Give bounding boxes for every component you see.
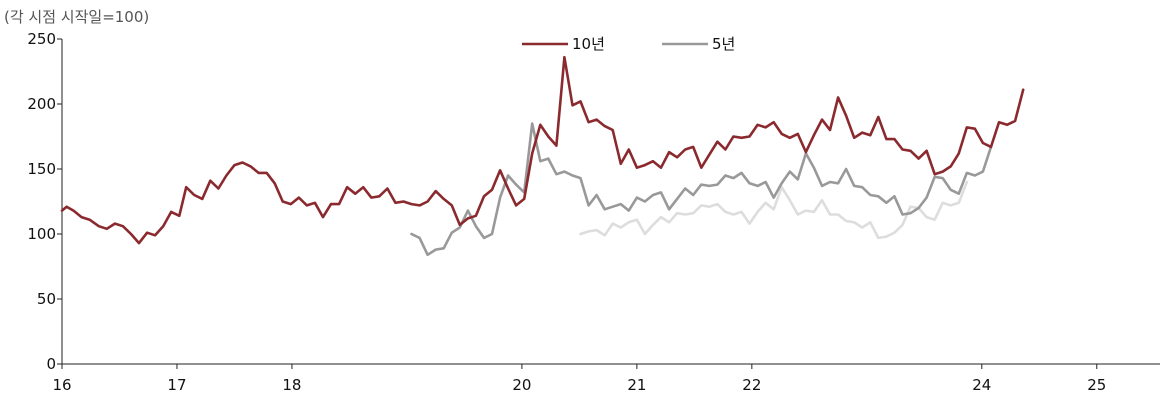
legend-label: 10년 bbox=[572, 35, 605, 53]
x-tick-label: 16 bbox=[52, 376, 71, 394]
y-tick-label: 50 bbox=[37, 290, 56, 308]
y-tick-label: 250 bbox=[27, 30, 56, 48]
x-tick-label: 20 bbox=[512, 376, 531, 394]
series-line bbox=[410, 122, 993, 257]
y-tick-label: 100 bbox=[27, 225, 56, 243]
series-line bbox=[60, 55, 1025, 245]
x-tick-label: 24 bbox=[972, 376, 991, 394]
x-tick-label: 21 bbox=[627, 376, 646, 394]
axes: 0 50 100 150 200 250 16 17 18 20 21 22 24 25 bbox=[27, 30, 1160, 394]
legend-label: 5년 bbox=[712, 35, 735, 53]
unit-note: (각 시점 시작일=100) bbox=[4, 8, 150, 26]
x-tick-label: 22 bbox=[742, 376, 761, 394]
y-tick-label: 200 bbox=[27, 95, 56, 113]
y-tick-label: 0 bbox=[46, 355, 56, 373]
x-tick-label: 25 bbox=[1087, 376, 1106, 394]
y-tick-label: 150 bbox=[27, 160, 56, 178]
series-line bbox=[579, 180, 969, 240]
series-lines bbox=[60, 55, 1025, 257]
legend: 10년 5년 bbox=[522, 35, 735, 53]
x-tick-label: 17 bbox=[167, 376, 186, 394]
x-tick-label: 18 bbox=[282, 376, 301, 394]
